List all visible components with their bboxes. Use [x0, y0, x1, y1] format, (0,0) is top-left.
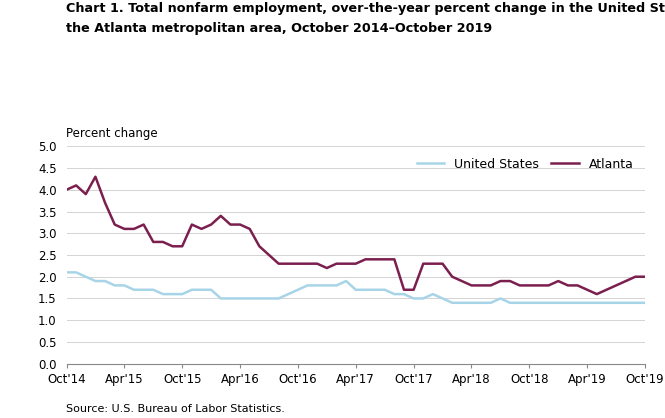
United States — [448, 300, 456, 305]
United States — [63, 270, 70, 275]
Legend: United States, Atlanta: United States, Atlanta — [412, 153, 639, 176]
Atlanta — [573, 283, 581, 288]
Atlanta — [275, 261, 283, 266]
Text: the Atlanta metropolitan area, October 2014–October 2019: the Atlanta metropolitan area, October 2… — [66, 22, 493, 35]
United States — [410, 296, 418, 301]
United States — [641, 300, 649, 305]
United States — [265, 296, 273, 301]
United States — [573, 300, 581, 305]
Atlanta — [593, 292, 600, 297]
Atlanta — [207, 222, 215, 227]
United States — [371, 287, 379, 292]
Atlanta — [188, 222, 196, 227]
Atlanta — [641, 274, 649, 279]
United States — [178, 292, 186, 297]
Atlanta — [91, 174, 100, 179]
United States — [198, 287, 205, 292]
Text: Source: U.S. Bureau of Labor Statistics.: Source: U.S. Bureau of Labor Statistics. — [66, 404, 285, 414]
Atlanta — [380, 257, 388, 262]
Line: Atlanta: Atlanta — [66, 177, 645, 294]
Atlanta — [63, 187, 70, 192]
Text: Percent change: Percent change — [66, 127, 158, 140]
Line: United States: United States — [66, 273, 645, 303]
Text: Chart 1. Total nonfarm employment, over-the-year percent change in the United St: Chart 1. Total nonfarm employment, over-… — [66, 2, 665, 15]
Atlanta — [419, 261, 427, 266]
